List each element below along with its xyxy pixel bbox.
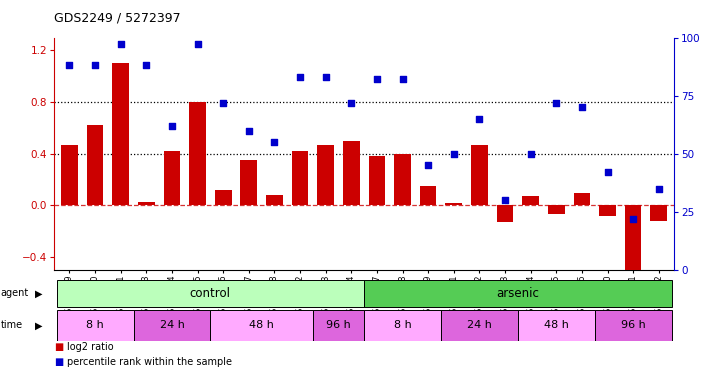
Point [448, 151, 459, 157]
Bar [138, 201, 154, 206]
Text: agent: agent [1, 288, 29, 298]
Bar [518, 310, 595, 340]
Bar [266, 195, 283, 206]
Bar [574, 192, 590, 206]
Bar [317, 145, 334, 206]
Bar [211, 310, 313, 340]
Bar [650, 206, 667, 221]
Bar [87, 125, 103, 206]
Bar [548, 206, 565, 214]
Point [243, 128, 255, 134]
Text: 48 h: 48 h [544, 320, 569, 330]
Text: log2 ratio: log2 ratio [67, 342, 114, 352]
Bar [599, 206, 616, 216]
Point [525, 151, 536, 157]
Bar [368, 156, 385, 206]
Text: 24 h: 24 h [159, 320, 185, 330]
Point [627, 216, 639, 222]
Bar [441, 310, 518, 340]
Text: GDS2249 / 5272397: GDS2249 / 5272397 [54, 11, 181, 24]
Bar [522, 196, 539, 206]
Text: ▶: ▶ [35, 320, 42, 330]
Point [474, 116, 485, 122]
Text: 48 h: 48 h [249, 320, 274, 330]
Point [141, 62, 152, 68]
Text: ■: ■ [54, 357, 63, 367]
Text: 8 h: 8 h [394, 320, 412, 330]
Bar [57, 310, 133, 340]
Bar [625, 206, 642, 270]
Bar [313, 310, 364, 340]
Bar [292, 151, 309, 206]
Text: 8 h: 8 h [87, 320, 104, 330]
Bar [112, 63, 129, 206]
Point [602, 170, 614, 176]
Text: control: control [190, 287, 231, 300]
Point [371, 76, 383, 82]
Bar [215, 190, 231, 206]
Bar [364, 280, 671, 307]
Bar [133, 310, 211, 340]
Text: 24 h: 24 h [467, 320, 492, 330]
Point [576, 104, 588, 110]
Point [269, 139, 280, 145]
Point [397, 76, 408, 82]
Point [653, 186, 665, 192]
Point [115, 42, 126, 48]
Text: time: time [1, 320, 23, 330]
Bar [446, 203, 462, 206]
Point [345, 100, 357, 106]
Bar [241, 160, 257, 206]
Point [89, 62, 101, 68]
Text: ▶: ▶ [35, 288, 42, 298]
Bar [394, 154, 411, 206]
Text: percentile rank within the sample: percentile rank within the sample [67, 357, 232, 367]
Point [551, 100, 562, 106]
Point [63, 62, 75, 68]
Text: arsenic: arsenic [496, 287, 539, 300]
Text: 96 h: 96 h [326, 320, 351, 330]
Text: ■: ■ [54, 342, 63, 352]
Text: 96 h: 96 h [621, 320, 645, 330]
Bar [164, 151, 180, 206]
Bar [595, 310, 671, 340]
Point [499, 197, 510, 203]
Bar [343, 141, 360, 206]
Point [218, 100, 229, 106]
Bar [471, 145, 487, 206]
Bar [364, 310, 441, 340]
Bar [497, 206, 513, 222]
Point [320, 74, 332, 80]
Bar [57, 280, 364, 307]
Bar [420, 186, 436, 206]
Point [192, 42, 203, 48]
Bar [61, 145, 78, 206]
Point [423, 162, 434, 168]
Bar [189, 102, 206, 206]
Point [166, 123, 177, 129]
Point [294, 74, 306, 80]
